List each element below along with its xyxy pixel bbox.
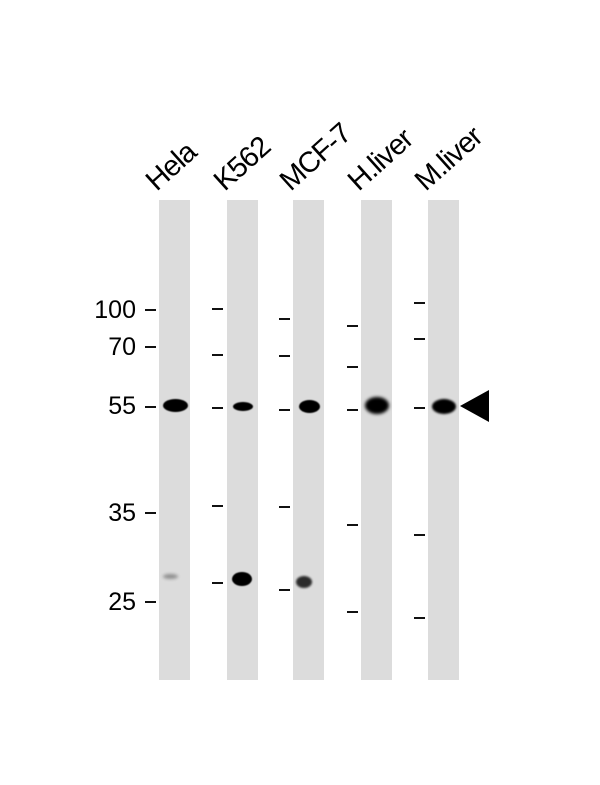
marker-tick — [279, 355, 290, 357]
lane-h-liver — [361, 200, 392, 680]
marker-tick — [347, 611, 358, 613]
marker-tick — [145, 512, 156, 514]
marker-label: 35 — [108, 499, 136, 527]
marker-tick — [212, 582, 223, 584]
lane-k562 — [227, 200, 258, 680]
lane-mcf7 — [293, 200, 324, 680]
marker-label: 55 — [108, 392, 136, 420]
marker-tick — [414, 302, 425, 304]
protein-band — [299, 400, 320, 413]
marker-label: 25 — [108, 588, 136, 616]
marker-tick — [279, 318, 290, 320]
marker-tick — [347, 366, 358, 368]
protein-band — [296, 576, 312, 588]
marker-tick — [212, 505, 223, 507]
marker-tick — [212, 308, 223, 310]
arrow-icon — [460, 390, 489, 422]
marker-tick — [414, 338, 425, 340]
protein-band — [163, 399, 188, 412]
marker-tick — [279, 589, 290, 591]
marker-tick — [279, 506, 290, 508]
marker-tick — [145, 346, 156, 348]
lane-hela — [159, 200, 190, 680]
marker-tick — [145, 309, 156, 311]
marker-label: 100 — [94, 296, 136, 324]
lane-m-liver — [428, 200, 459, 680]
protein-band — [232, 572, 252, 586]
protein-band — [432, 399, 456, 414]
marker-tick — [347, 524, 358, 526]
marker-tick — [347, 409, 358, 411]
marker-tick — [145, 406, 156, 408]
protein-band — [233, 402, 253, 411]
marker-tick — [212, 354, 223, 356]
marker-tick — [279, 409, 290, 411]
marker-tick — [414, 617, 425, 619]
marker-tick — [347, 325, 358, 327]
marker-label: 70 — [108, 333, 136, 361]
marker-tick — [212, 407, 223, 409]
marker-tick — [414, 534, 425, 536]
protein-band — [365, 397, 389, 414]
protein-band — [163, 574, 178, 579]
marker-tick — [145, 601, 156, 603]
marker-tick — [414, 407, 425, 409]
